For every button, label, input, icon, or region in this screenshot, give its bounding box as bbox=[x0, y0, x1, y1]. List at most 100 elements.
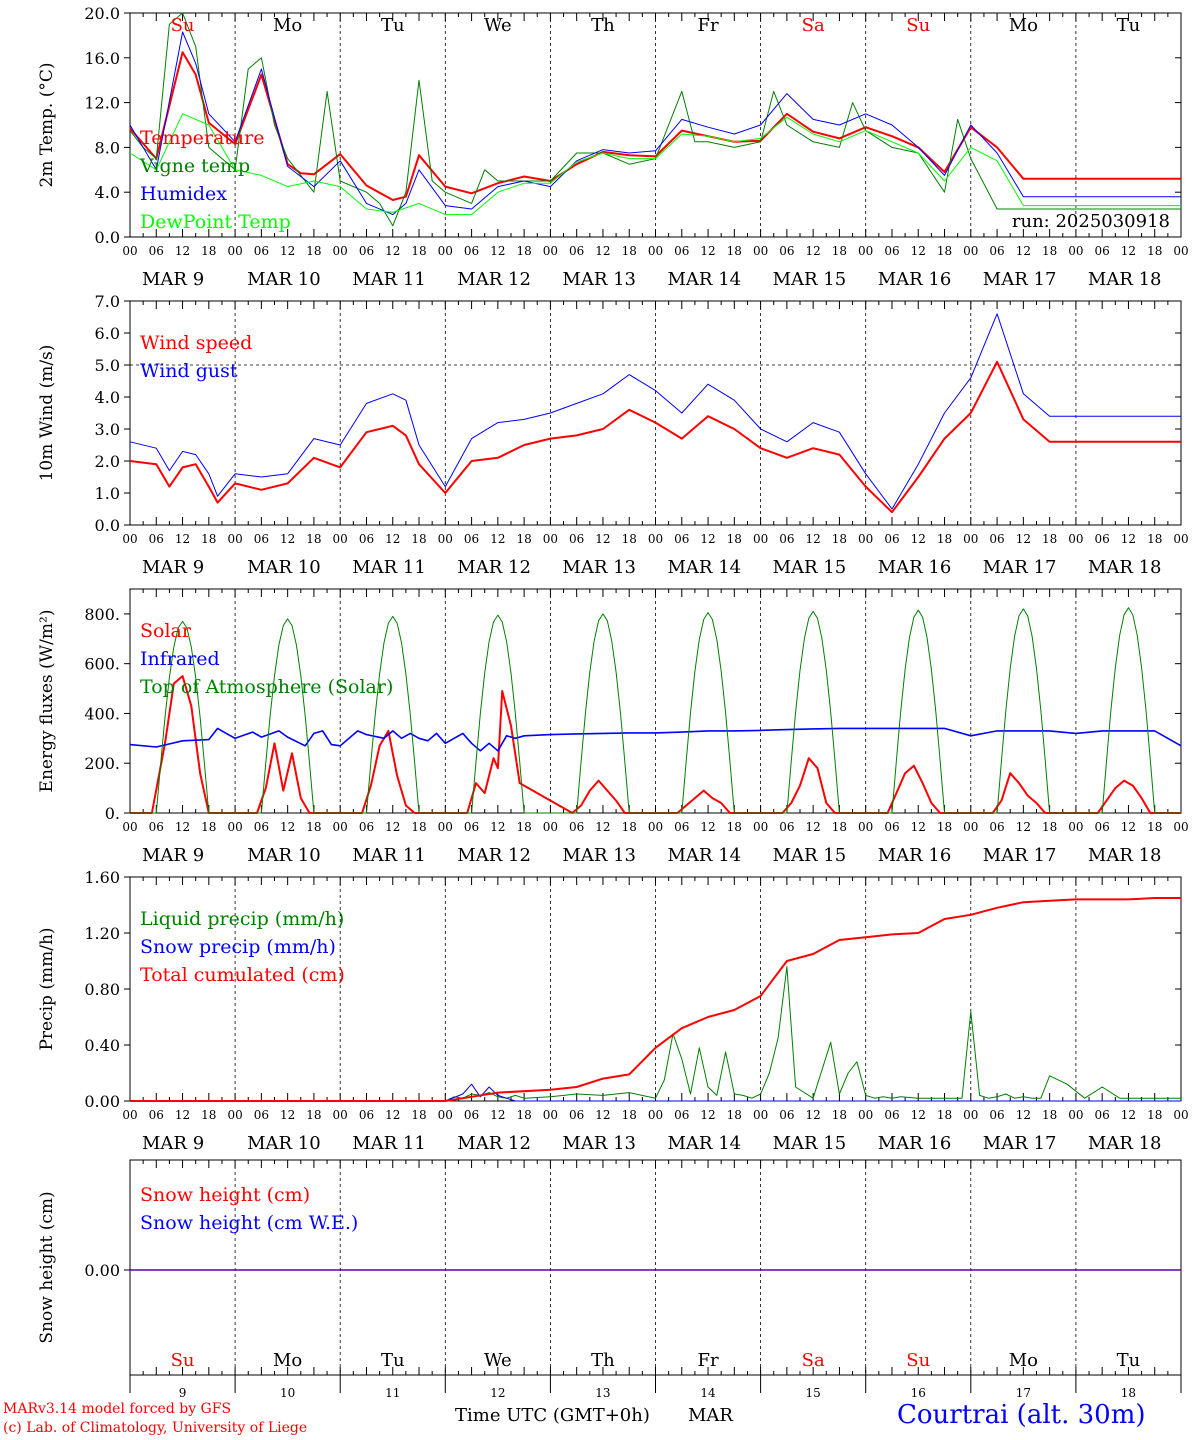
hour-tick-label: 06 bbox=[989, 244, 1004, 258]
date-label: MAR 14 bbox=[668, 845, 742, 866]
hour-tick-label: 06 bbox=[149, 1108, 164, 1122]
hour-tick-label: 12 bbox=[1016, 1108, 1031, 1122]
date-label: MAR 12 bbox=[457, 1133, 531, 1154]
hour-tick-label: 18 bbox=[832, 244, 847, 258]
hour-tick-label: 06 bbox=[149, 820, 164, 834]
hour-tick-label: 00 bbox=[333, 532, 348, 546]
hour-tick-label: 12 bbox=[490, 532, 505, 546]
date-label: MAR 13 bbox=[562, 269, 636, 290]
hour-tick-label: 06 bbox=[1095, 532, 1110, 546]
date-label: MAR 9 bbox=[142, 845, 204, 866]
hour-tick-label: 06 bbox=[254, 820, 269, 834]
hour-tick-label: 00 bbox=[122, 532, 137, 546]
legend-entry: Infrared bbox=[140, 648, 220, 670]
hour-tick-label: 18 bbox=[1042, 244, 1057, 258]
hour-tick-label: 18 bbox=[516, 1108, 531, 1122]
hour-tick-label: 18 bbox=[411, 244, 426, 258]
panel-frame bbox=[129, 12, 1182, 238]
day-number-label: 10 bbox=[280, 1386, 295, 1400]
weekday-label: Su bbox=[171, 1350, 195, 1371]
date-label: MAR 14 bbox=[668, 269, 742, 290]
legend-entry: Temperature bbox=[140, 127, 264, 149]
hour-tick-label: 00 bbox=[333, 244, 348, 258]
date-label: MAR 13 bbox=[562, 557, 636, 578]
y-tick-label: 6.0 bbox=[95, 324, 120, 343]
hour-tick-label: 18 bbox=[937, 532, 952, 546]
date-label: MAR 10 bbox=[247, 1133, 321, 1154]
date-label: MAR 10 bbox=[247, 845, 321, 866]
hour-tick-label: 18 bbox=[411, 532, 426, 546]
hour-tick-label: 12 bbox=[1121, 1108, 1136, 1122]
station-title: Courtrai (alt. 30m) bbox=[897, 1400, 1146, 1430]
date-label: MAR 12 bbox=[457, 845, 531, 866]
date-label: MAR 18 bbox=[1088, 269, 1162, 290]
hour-tick-label: 12 bbox=[911, 1108, 926, 1122]
hour-tick-label: 06 bbox=[674, 244, 689, 258]
hour-tick-label: 00 bbox=[1173, 244, 1188, 258]
legend-entry: Snow precip (mm/h) bbox=[140, 936, 336, 958]
weekday-label: Fr bbox=[698, 1350, 719, 1371]
series-temperature bbox=[129, 51, 1181, 201]
hour-tick-label: 06 bbox=[254, 1108, 269, 1122]
series-wind-gust bbox=[129, 313, 1181, 510]
weekday-label: Mo bbox=[273, 15, 302, 36]
x-axis-month: MAR bbox=[688, 1405, 733, 1426]
date-label: MAR 12 bbox=[457, 269, 531, 290]
hour-tick-label: 18 bbox=[1042, 820, 1057, 834]
date-label: MAR 14 bbox=[668, 1133, 742, 1154]
hour-tick-label: 00 bbox=[648, 244, 663, 258]
hour-tick-label: 18 bbox=[1147, 1108, 1162, 1122]
run-label: run: 2025030918 bbox=[1012, 211, 1170, 232]
y-tick-label: 1.60 bbox=[84, 868, 120, 887]
weekday-label: Tu bbox=[1117, 1350, 1141, 1371]
hour-tick-label: 18 bbox=[1042, 532, 1057, 546]
day-number-label: 12 bbox=[490, 1386, 505, 1400]
date-label: MAR 16 bbox=[878, 1133, 952, 1154]
hour-tick-label: 06 bbox=[884, 820, 899, 834]
legend-entry: DewPoint Temp bbox=[140, 211, 291, 233]
day-number-label: 11 bbox=[385, 1386, 400, 1400]
hour-tick-label: 06 bbox=[674, 820, 689, 834]
hour-tick-label: 12 bbox=[385, 244, 400, 258]
y-tick-label: 8.0 bbox=[95, 138, 120, 157]
hour-tick-label: 06 bbox=[569, 244, 584, 258]
legend-entry: Vigne temp bbox=[139, 155, 250, 177]
hour-tick-label: 06 bbox=[1095, 820, 1110, 834]
panel-frame bbox=[129, 300, 1182, 526]
hour-tick-label: 12 bbox=[280, 244, 295, 258]
y-tick-label: 600. bbox=[84, 655, 120, 674]
hour-tick-label: 12 bbox=[700, 532, 715, 546]
hour-tick-label: 06 bbox=[254, 244, 269, 258]
hour-tick-label: 00 bbox=[858, 1108, 873, 1122]
hour-tick-label: 18 bbox=[622, 820, 637, 834]
hour-tick-label: 00 bbox=[333, 820, 348, 834]
hour-tick-label: 18 bbox=[622, 244, 637, 258]
weekday-label: Mo bbox=[1009, 15, 1038, 36]
hour-tick-label: 06 bbox=[884, 1108, 899, 1122]
hour-tick-label: 12 bbox=[175, 532, 190, 546]
date-label: MAR 10 bbox=[247, 557, 321, 578]
date-label: MAR 11 bbox=[352, 269, 426, 290]
y-tick-label: 5.0 bbox=[95, 356, 120, 375]
hour-tick-label: 06 bbox=[149, 244, 164, 258]
weekday-label: Mo bbox=[273, 1350, 302, 1371]
hour-tick-label: 18 bbox=[727, 1108, 742, 1122]
hour-tick-label: 12 bbox=[490, 244, 505, 258]
hour-tick-label: 12 bbox=[806, 820, 821, 834]
hour-tick-label: 12 bbox=[1121, 244, 1136, 258]
weekday-label: Su bbox=[171, 15, 195, 36]
hour-tick-label: 18 bbox=[516, 532, 531, 546]
weekday-label: Th bbox=[591, 1350, 615, 1371]
date-label: MAR 10 bbox=[247, 269, 321, 290]
x-axis-label: Time UTC (GMT+0h) bbox=[455, 1405, 650, 1426]
hour-tick-label: 12 bbox=[595, 244, 610, 258]
series-infrared bbox=[129, 727, 1182, 752]
hour-tick-label: 12 bbox=[385, 1108, 400, 1122]
hour-tick-label: 06 bbox=[359, 1108, 374, 1122]
panel-energy bbox=[124, 588, 1182, 814]
series-snow-precip-mm-h bbox=[130, 1083, 1181, 1102]
date-label: MAR 9 bbox=[142, 269, 204, 290]
y-tick-label: 200. bbox=[84, 754, 120, 773]
day-number-label: 15 bbox=[806, 1386, 821, 1400]
day-number-label: 18 bbox=[1121, 1386, 1136, 1400]
